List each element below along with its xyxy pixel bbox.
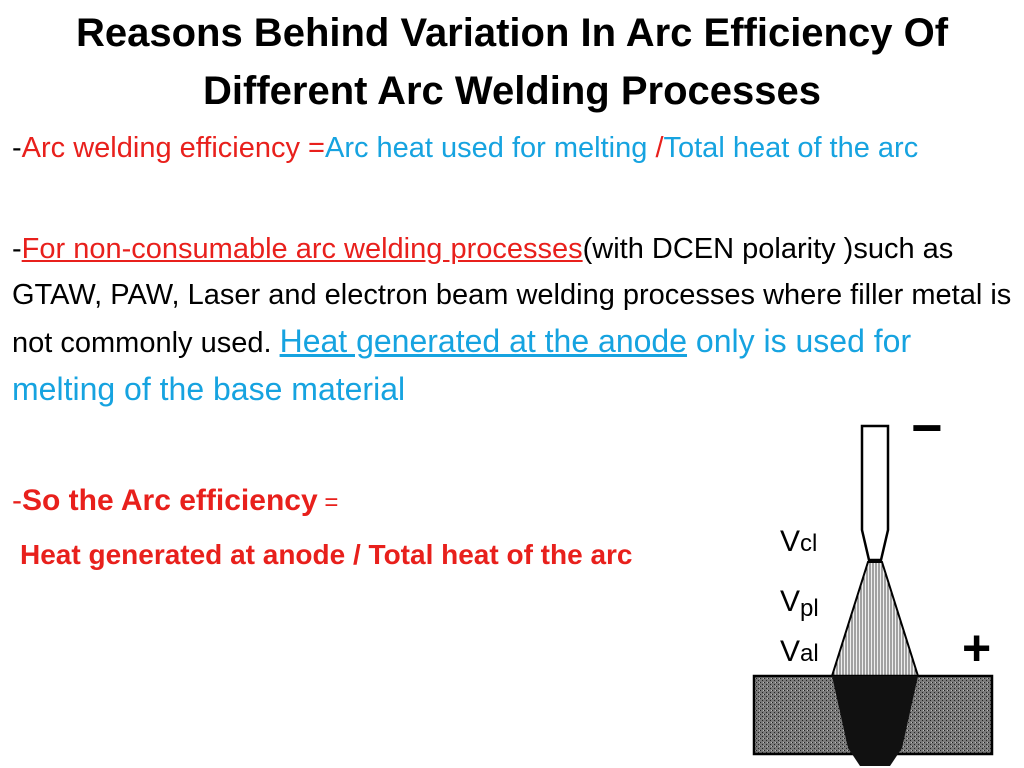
svg-text:V: V xyxy=(780,525,800,558)
title-line-1: Reasons Behind Variation In Arc Efficien… xyxy=(75,11,949,55)
page-title: Reasons Behind Variation In Arc Efficien… xyxy=(0,4,1024,120)
definition-numerator: Arc heat used for melting xyxy=(324,132,656,164)
non-consumable-text: (with DCEN polarity )such as GTAW, PAW, … xyxy=(12,233,1012,359)
svg-text:V: V xyxy=(780,635,800,668)
svg-text:al: al xyxy=(800,640,819,667)
anode-heat-rest: only is used for melting of the base mat… xyxy=(12,323,912,407)
base-metal xyxy=(752,674,994,766)
weld-pool xyxy=(832,676,918,748)
svg-text:V: V xyxy=(780,585,800,618)
conclusion-equals: = xyxy=(317,489,339,516)
definition-label: Arc welding efficiency = xyxy=(21,132,325,164)
arc-welding-diagram: − + V cl V pl V al xyxy=(752,418,994,766)
bullet-dash: - xyxy=(12,233,22,265)
cathode-voltage-label: V cl xyxy=(780,525,817,558)
electrode xyxy=(860,424,890,562)
bullet-dash: - xyxy=(12,132,22,164)
svg-text:pl: pl xyxy=(800,595,819,622)
conclusion-label: So the Arc efficiency xyxy=(22,484,318,517)
plus-icon: + xyxy=(962,620,991,676)
svg-text:cl: cl xyxy=(800,530,817,557)
minus-icon: − xyxy=(911,418,943,458)
plasma-voltage-label: V pl xyxy=(780,585,819,622)
definition-slash: / xyxy=(655,132,664,164)
anode-voltage-label: V al xyxy=(780,635,819,668)
arc-efficiency-definition: -Arc welding efficiency =Arc heat used f… xyxy=(12,126,1012,170)
title-line-2: Different Arc Welding Processes xyxy=(203,69,821,113)
anode-heat-highlight: Heat generated at the anode xyxy=(279,323,688,359)
efficiency-formula: Heat generated at anode / Total heat of … xyxy=(20,539,633,570)
definition-denominator: Total heat of the arc xyxy=(663,132,919,164)
arc-plasma xyxy=(830,561,920,677)
non-consumable-link: For non-consumable arc welding processes xyxy=(21,233,583,265)
bullet-dash: - xyxy=(12,484,22,517)
non-consumable-paragraph: -For non-consumable arc welding processe… xyxy=(12,226,1012,414)
conclusion-heading: -So the Arc efficiency = xyxy=(12,478,1012,525)
